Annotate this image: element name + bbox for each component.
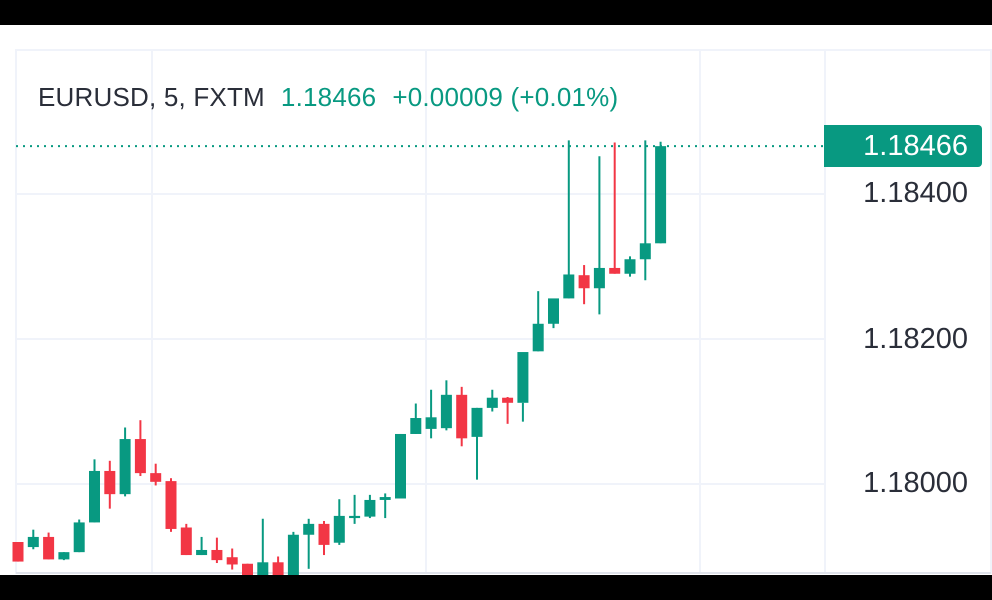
chart-legend: EURUSD, 5, FXTM 1.18466 +0.00009 (+0.01%): [38, 82, 618, 113]
candle-down[interactable]: [609, 267, 621, 274]
candle-up[interactable]: [364, 499, 376, 517]
candle-up[interactable]: [624, 259, 636, 274]
candle-down[interactable]: [502, 397, 514, 403]
candle-up[interactable]: [58, 552, 70, 560]
candle-down[interactable]: [318, 523, 330, 545]
candle-up[interactable]: [440, 394, 452, 429]
symbol-label: EURUSD, 5, FXTM: [38, 82, 265, 112]
candle-up[interactable]: [257, 562, 269, 575]
candle-down[interactable]: [12, 542, 24, 562]
candle-up[interactable]: [471, 407, 483, 437]
candle-up[interactable]: [333, 515, 345, 543]
candle-up[interactable]: [486, 397, 498, 408]
candle-up[interactable]: [303, 523, 315, 535]
candle-up[interactable]: [410, 418, 422, 434]
candle-up[interactable]: [593, 267, 605, 289]
candle-up[interactable]: [73, 522, 85, 553]
candle-up[interactable]: [548, 298, 559, 324]
candle-up[interactable]: [89, 470, 100, 523]
candle-down[interactable]: [242, 563, 253, 575]
candlestick-chart[interactable]: [0, 25, 992, 575]
candle-up[interactable]: [563, 274, 575, 299]
candle-up[interactable]: [196, 549, 208, 556]
candle-up[interactable]: [517, 352, 529, 403]
y-axis-tick-label: 1.18400: [863, 177, 968, 209]
candle-down[interactable]: [180, 527, 192, 556]
last-price-tag-label: 1.18466: [863, 129, 968, 162]
candle-up[interactable]: [639, 243, 651, 260]
candle-up[interactable]: [532, 323, 544, 352]
y-axis-tick-label: 1.18200: [863, 323, 968, 355]
candle-up[interactable]: [287, 534, 299, 575]
candle-down[interactable]: [226, 557, 238, 565]
chart-canvas[interactable]: EURUSD, 5, FXTM 1.18466 +0.00009 (+0.01%) …: [0, 25, 992, 575]
candle-up[interactable]: [655, 146, 667, 244]
candle-down[interactable]: [165, 481, 177, 529]
candle-down[interactable]: [134, 439, 146, 474]
candle-up[interactable]: [349, 515, 361, 519]
last-price-value: 1.18466: [280, 82, 377, 112]
last-price-tag: 1.18466: [824, 125, 982, 168]
candle-down[interactable]: [104, 470, 116, 495]
price-change-value: +0.00009 (+0.01%): [392, 82, 619, 112]
candle-up[interactable]: [425, 417, 437, 429]
candle-down[interactable]: [578, 275, 590, 289]
candle-down[interactable]: [150, 473, 162, 482]
candle-up[interactable]: [27, 536, 39, 548]
candle-up[interactable]: [395, 433, 406, 499]
candle-down[interactable]: [43, 536, 55, 560]
candle-down[interactable]: [272, 562, 284, 575]
candle-up[interactable]: [379, 497, 391, 500]
candle-down[interactable]: [456, 394, 468, 439]
y-axis-tick-label: 1.18000: [863, 467, 968, 499]
candle-down[interactable]: [211, 549, 223, 561]
candle-up[interactable]: [119, 439, 131, 495]
